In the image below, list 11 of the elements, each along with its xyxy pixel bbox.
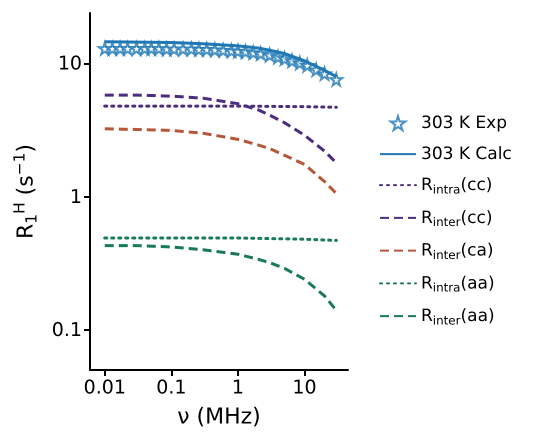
legend-label: 303 K Calc (421, 144, 512, 164)
y-axis-title: R1H (s−1) (10, 144, 40, 239)
y-tick-label: 10 (58, 52, 82, 75)
y-tick-label: 0.1 (52, 318, 82, 341)
y-tick-label: 1 (70, 186, 82, 208)
legend-label: 303 K Exp (421, 113, 507, 134)
x-tick-label: 10 (292, 376, 317, 398)
x-axis-title: ν (MHz) (177, 404, 261, 430)
x-tick-label: 1 (232, 376, 244, 398)
x-tick-label: 0.1 (156, 376, 186, 398)
x-tick-label: 0.01 (84, 376, 126, 398)
